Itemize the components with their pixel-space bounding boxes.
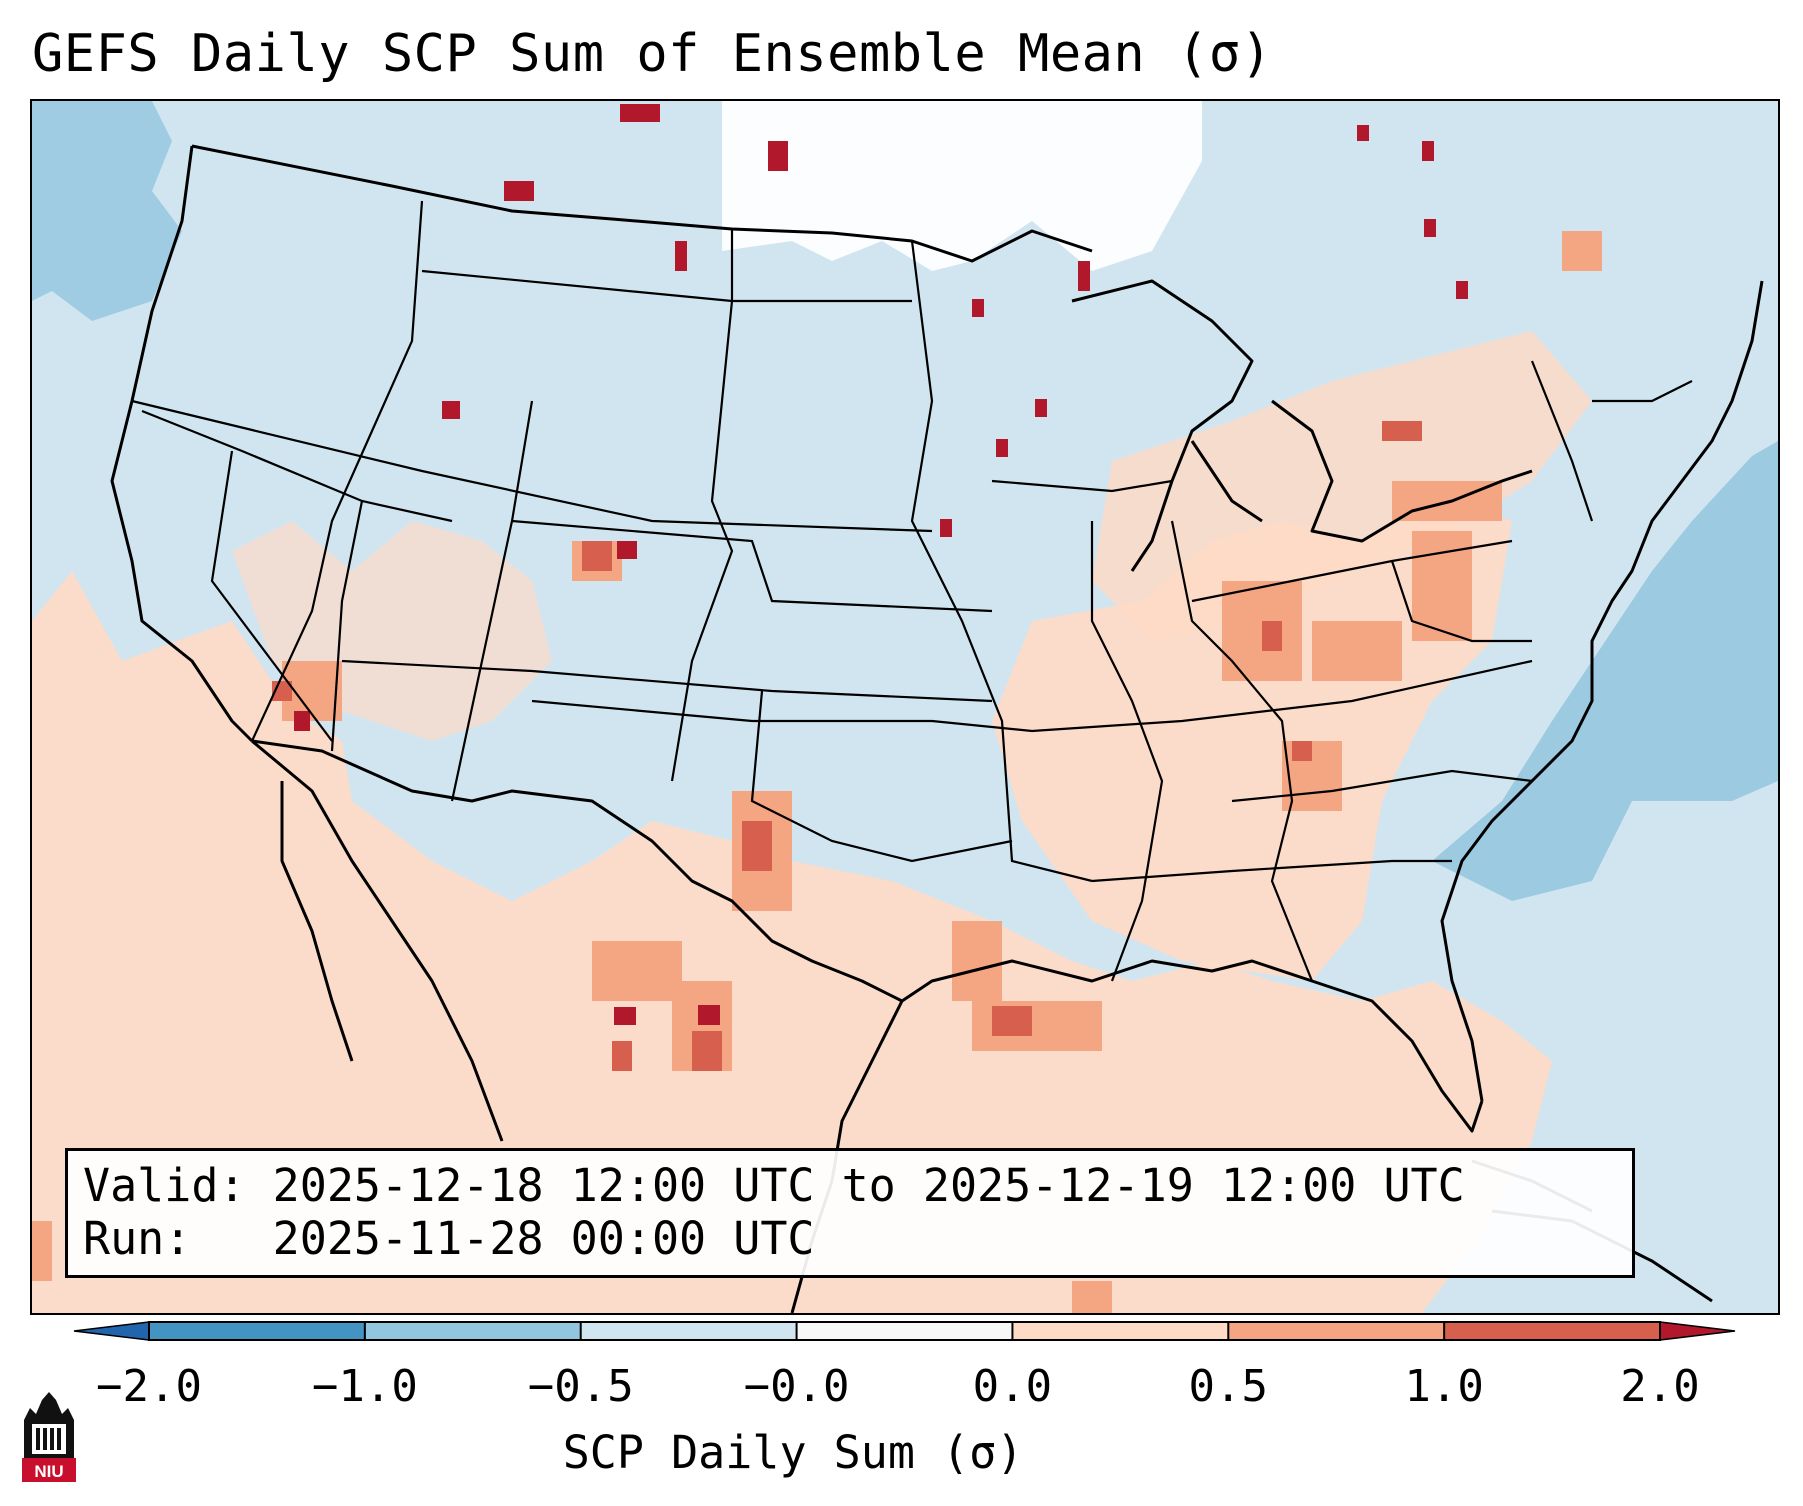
- colorbar-segment: [1444, 1322, 1661, 1340]
- colorbar-label: SCP Daily Sum (σ): [562, 1426, 1024, 1479]
- colorbar-tick-label: −0.5: [527, 1361, 634, 1412]
- extreme-anomaly-patches: [294, 104, 1468, 1025]
- colorbar-tick-label: −1.0: [311, 1361, 418, 1412]
- colorbar-tick-label: −0.0: [743, 1361, 850, 1412]
- state-borders: [131, 200, 1693, 982]
- colorbar-segment: [1012, 1322, 1229, 1340]
- colorbar-segment: [796, 1322, 1013, 1340]
- run-value: 2025-11-28 00:00 UTC: [272, 1212, 815, 1265]
- background-shading: [32, 101, 1778, 1313]
- chart-title: GEFS Daily SCP Sum of Ensemble Mean (σ): [32, 24, 1273, 84]
- colorbar-tick-label: 0.0: [972, 1361, 1053, 1412]
- colorbar-over-arrow: [1659, 1321, 1736, 1341]
- strong-anomaly-patches: [272, 421, 1422, 1071]
- niu-logo: NIU: [22, 1392, 76, 1482]
- colorbar-segment: [1228, 1322, 1445, 1340]
- valid-label: Valid:: [83, 1159, 246, 1212]
- colorbar-tick-label: 0.5: [1188, 1361, 1269, 1412]
- colorbar-under-arrow: [73, 1321, 150, 1341]
- colorbar-frame: [148, 1321, 1661, 1341]
- colorbar-tick-marks: [148, 1322, 1661, 1340]
- colorbar-tick-label: 1.0: [1404, 1361, 1484, 1412]
- run-label: Run:: [83, 1212, 192, 1265]
- colorbar-segment: [580, 1322, 798, 1340]
- map-panel[interactable]: [30, 99, 1780, 1315]
- map-canvas: [32, 101, 1778, 1313]
- valid-value: 2025-12-18 12:00 UTC to 2025-12-19 12:00…: [272, 1159, 1465, 1212]
- valid-run-info-box: Valid: 2025-12-18 12:00 UTC to 2025-12-1…: [65, 1148, 1635, 1278]
- colorbar-tick-label: −2.0: [96, 1361, 202, 1412]
- colorbar-segment: [364, 1322, 582, 1340]
- colorbar-segment: [149, 1322, 366, 1340]
- colorbar-tick-label: 2.0: [1620, 1361, 1700, 1412]
- logo-text: NIU: [34, 1462, 63, 1481]
- colorbar-segments: [149, 1322, 1661, 1340]
